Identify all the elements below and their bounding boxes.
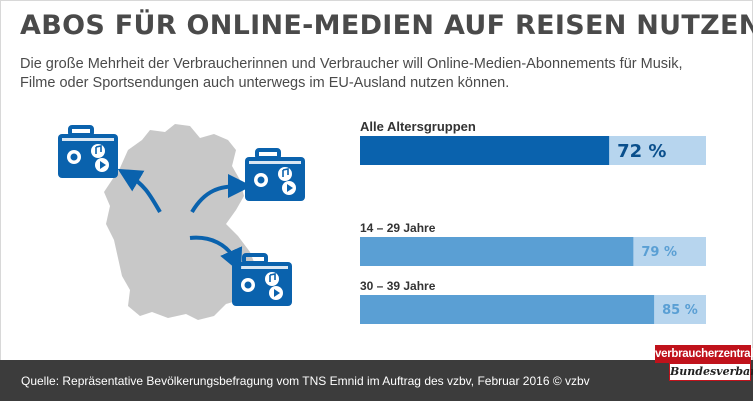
category-label: 30 – 39 Jahre: [360, 279, 436, 293]
bar: [360, 295, 655, 324]
category-label: Alle Altersgruppen: [360, 119, 476, 134]
category-label: 14 – 29 Jahre: [360, 221, 436, 235]
bars-group: Alle Altersgruppen 72 % 14 – 29 Jahre 79 % 3…: [360, 119, 706, 324]
chart-subtitle: Die große Mehrheit der Verbraucherinnen …: [20, 56, 683, 91]
brand-logo: verbraucherzentrale Bundesverband: [655, 345, 753, 385]
bar: [360, 136, 610, 165]
value-label: 72 %: [617, 141, 666, 162]
bar: [360, 237, 634, 266]
arrow-icon: [117, 168, 162, 214]
value-label: 79 %: [641, 245, 677, 260]
suitcase-icon: [56, 125, 120, 180]
value-label: 85 %: [662, 303, 698, 318]
arrow-icon: [190, 174, 252, 214]
logo-wordmark: verbraucherzentrale: [655, 345, 753, 363]
chart-area: Alle Altersgruppen 72 % 14 – 29 Jahre 79 % 3…: [56, 119, 706, 324]
suitcase-icon: [230, 253, 294, 308]
logo-subline: Bundesverband: [669, 363, 753, 381]
chart-title: ABOS FÜR ONLINE-MEDIEN AUF REISEN NUTZEN: [20, 10, 753, 41]
source-note: Quelle: Repräsentative Bevölkerungsbefra…: [21, 374, 590, 388]
suitcase-icon: [243, 148, 307, 203]
footer-bar: [0, 360, 753, 401]
arrow-icon: [189, 235, 243, 273]
